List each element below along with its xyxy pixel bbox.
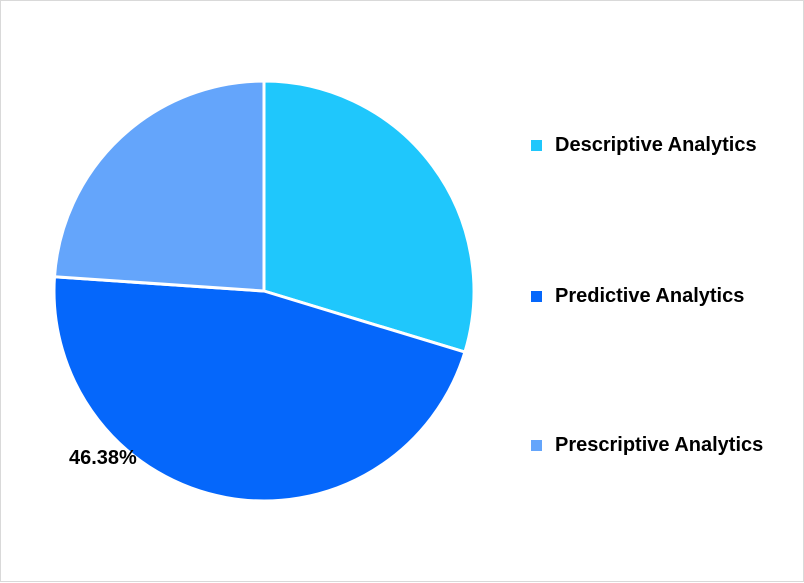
chart-legend: Descriptive Analytics Predictive Analyti… (531, 1, 803, 581)
pie-slice-prescriptive (52, 79, 266, 293)
legend-swatch-predictive (531, 291, 542, 302)
pie-data-label-predictive: 46.38% (69, 447, 137, 469)
legend-item-predictive: Predictive Analytics (531, 285, 744, 308)
legend-label-descriptive: Descriptive Analytics (555, 134, 757, 156)
legend-swatch-descriptive (531, 140, 542, 151)
pie-slice-descriptive (262, 79, 476, 354)
legend-item-descriptive: Descriptive Analytics (531, 134, 757, 157)
legend-item-prescriptive: Prescriptive Analytics (531, 434, 763, 457)
pie-slice-predictive (52, 275, 467, 503)
legend-label-predictive: Predictive Analytics (555, 285, 745, 307)
legend-swatch-prescriptive (531, 440, 542, 451)
legend-label-prescriptive: Prescriptive Analytics (555, 434, 764, 456)
